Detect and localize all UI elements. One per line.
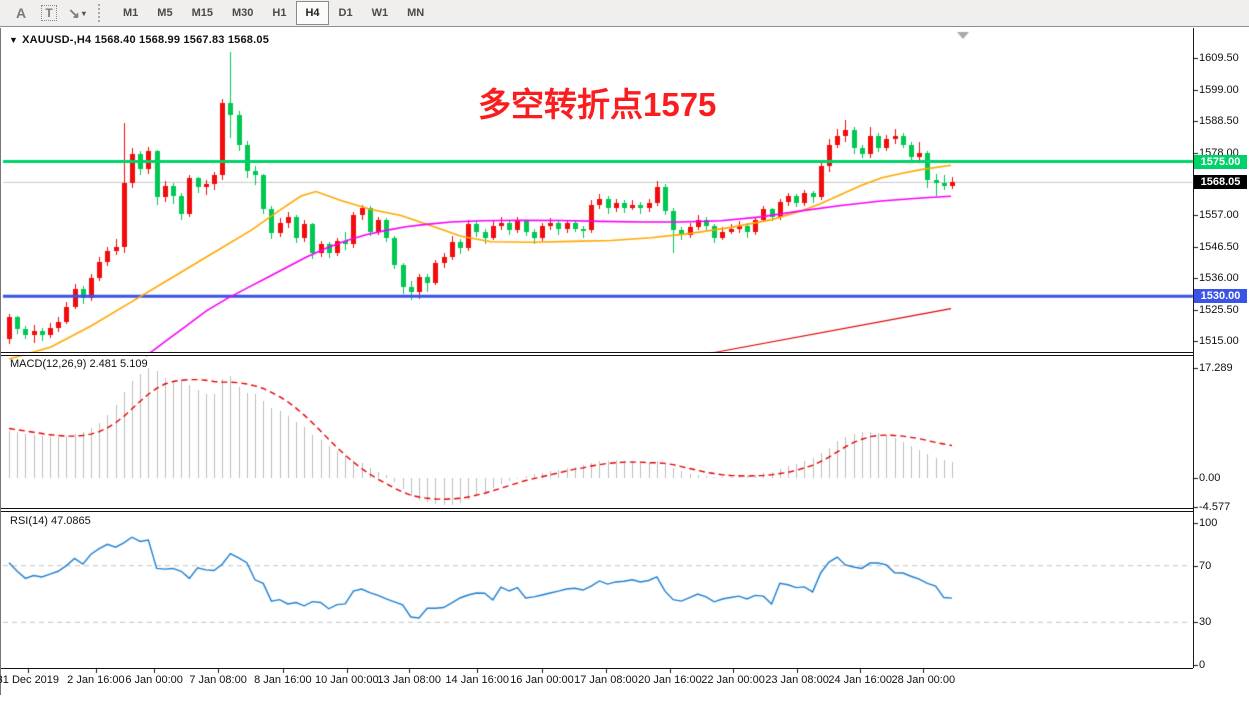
price-axis-label: 1557.00 — [1199, 209, 1239, 222]
chart-title: ▼ XAUUSD-,H4 1568.40 1568.99 1567.83 1568… — [9, 34, 270, 46]
rsi-axis-label: 70 — [1199, 559, 1212, 572]
date-axis-label: 17 Jan 08:00 — [574, 674, 638, 686]
date-axis-label: 23 Jan 08:00 — [765, 674, 829, 686]
price-axis-label: 1588.50 — [1199, 115, 1239, 128]
macd-axis-label: 17.289 — [1199, 362, 1233, 375]
date-axis-label: 14 Jan 16:00 — [445, 674, 510, 686]
toolbar-grip[interactable] — [98, 4, 104, 22]
price-axis-label: 1609.50 — [1199, 52, 1239, 65]
date-axis-label: 8 Jan 16:00 — [254, 674, 312, 686]
timeframe-button-m15[interactable]: M15 — [191, 7, 213, 19]
date-axis-label: 24 Jan 16:00 — [828, 674, 892, 686]
date-axis-label: 22 Jan 00:00 — [701, 674, 765, 686]
date-axis-label: 16 Jan 00:00 — [510, 674, 574, 686]
price-badge-1575.00: 1575.00 — [1194, 154, 1247, 169]
timeframe-button-w1[interactable]: W1 — [371, 7, 389, 19]
timeframe-button-mn[interactable]: MN — [407, 7, 425, 19]
price-axis-border — [1193, 28, 1194, 668]
arrange-arrows-tool-button[interactable]: ↘ ▾ — [68, 4, 86, 21]
rsi-axis-label: 30 — [1199, 616, 1212, 629]
date-axis-border — [1, 668, 1193, 669]
price-axis-label: 1546.50 — [1199, 240, 1239, 253]
symbol-dropdown-icon[interactable]: ▼ — [9, 35, 19, 45]
date-axis-label: 13 Jan 08:00 — [377, 674, 441, 686]
pane-splitter-macd[interactable] — [1, 352, 1193, 356]
price-badge-1530.00: 1530.00 — [1194, 289, 1247, 304]
chart-window: ▼ XAUUSD-,H4 1568.40 1568.99 1567.83 1568… — [0, 28, 1249, 723]
label-tool-button[interactable]: A — [15, 5, 27, 21]
timeframe-button-d1[interactable]: D1 — [338, 7, 353, 19]
date-axis-label: 28 Jan 00:00 — [891, 674, 956, 686]
dropdown-caret-icon: ▾ — [81, 8, 86, 18]
date-axis-label: 10 Jan 00:00 — [315, 674, 379, 686]
price-axis-label: 1515.00 — [1199, 334, 1239, 347]
price-axis-label: 1536.00 — [1199, 272, 1239, 285]
timeframe-button-m1[interactable]: M1 — [123, 7, 139, 19]
timeframe-button-m30[interactable]: M30 — [231, 7, 254, 19]
date-axis-label: 31 Dec 2019 — [0, 674, 60, 686]
rsi-axis-label: 0 — [1199, 659, 1206, 671]
date-axis-label: 2 Jan 16:00 — [67, 674, 125, 686]
price-axis-label: 1525.50 — [1199, 303, 1239, 316]
macd-axis-label: -4.577 — [1199, 501, 1231, 514]
text-tool-button[interactable]: T — [36, 2, 62, 24]
date-axis-label: 7 Jan 08:00 — [189, 674, 247, 686]
date-axis-label: 6 Jan 00:00 — [125, 674, 183, 686]
pane-splitter-rsi[interactable] — [1, 508, 1193, 512]
date-axis-label: 20 Jan 16:00 — [638, 674, 702, 686]
toolbar: A T ↘ ▾ M1 M5 M15 M30 H1 H4 D1 W1 MN — [0, 0, 1249, 27]
chart-annotation[interactable]: 多空转折点1575 — [478, 86, 717, 123]
macd-axis-label: 0.00 — [1199, 472, 1221, 484]
chart-canvas[interactable] — [1, 28, 1249, 723]
timeframe-button-m5[interactable]: M5 — [157, 7, 173, 19]
rsi-label: RSI(14) 47.0865 — [10, 515, 91, 527]
timeframe-button-h4[interactable]: H4 — [296, 1, 329, 25]
timeframe-button-h1[interactable]: H1 — [272, 7, 287, 19]
macd-label: MACD(12,26,9) 2.481 5.109 — [10, 358, 148, 370]
price-axis-label: 1599.00 — [1199, 83, 1239, 96]
rsi-axis-label: 100 — [1199, 517, 1218, 529]
price-badge-1568.05: 1568.05 — [1194, 175, 1247, 190]
